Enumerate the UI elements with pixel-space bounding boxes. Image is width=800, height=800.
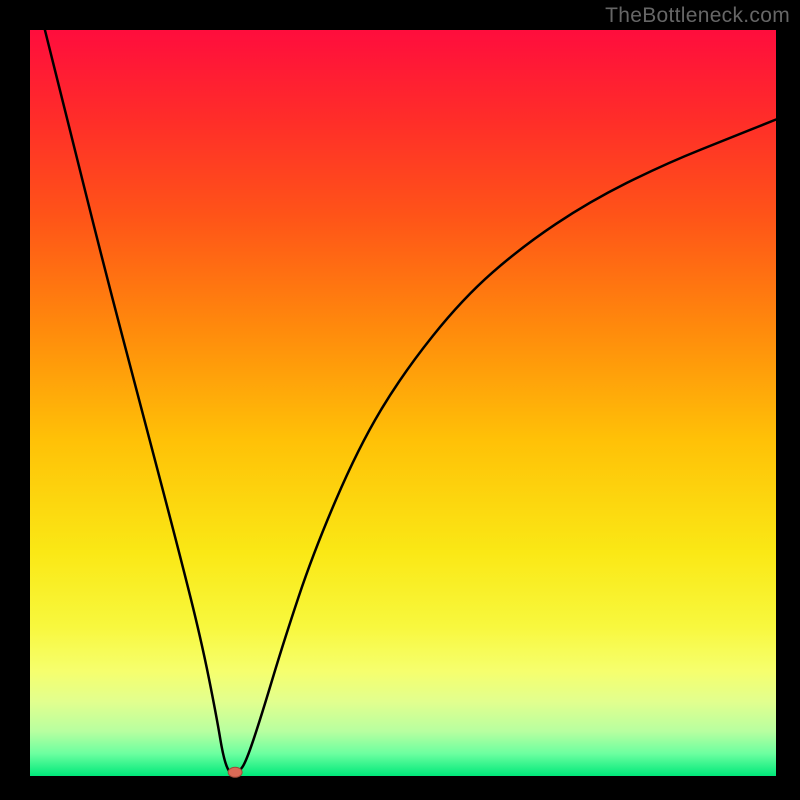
chart-container: TheBottleneck.com bbox=[0, 0, 800, 800]
watermark-text: TheBottleneck.com bbox=[605, 4, 790, 28]
plot-background bbox=[30, 30, 776, 776]
optimal-point-marker bbox=[228, 767, 242, 777]
bottleneck-chart bbox=[0, 0, 800, 800]
